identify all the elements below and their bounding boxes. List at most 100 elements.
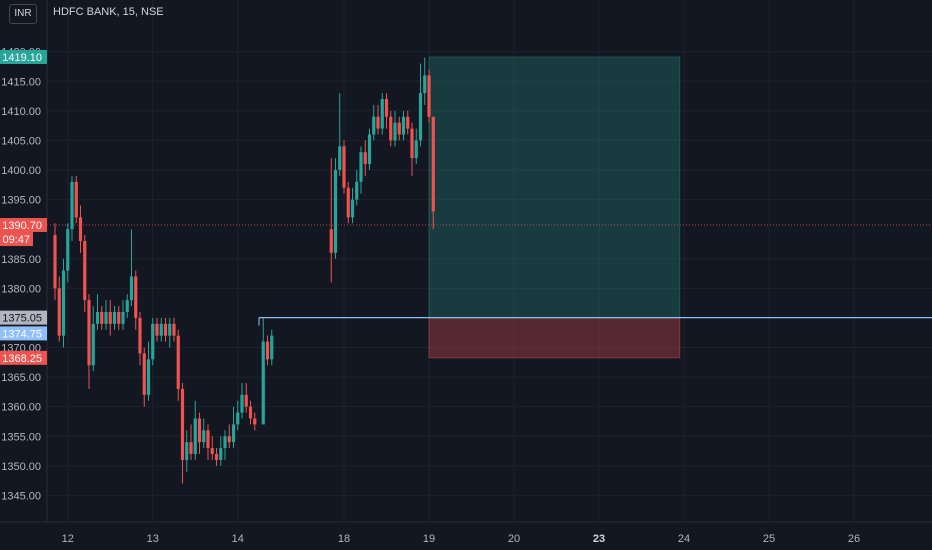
- candle-body: [61, 270, 66, 336]
- candle-body: [227, 436, 231, 443]
- candle-body: [372, 116, 376, 135]
- candle-body: [355, 181, 359, 200]
- price-label-badge: 1419.10: [0, 49, 47, 64]
- candle-body: [95, 312, 100, 324]
- candle-body: [265, 341, 270, 360]
- candle-body: [146, 359, 151, 395]
- price-label-bg: [0, 49, 47, 64]
- candle-body: [333, 170, 338, 253]
- candle-body: [142, 353, 146, 395]
- candle-body: [151, 323, 155, 360]
- x-tick-label: 13: [147, 533, 159, 545]
- x-tick-label: 14: [232, 533, 244, 545]
- price-label-text: 1419.10: [2, 52, 42, 64]
- candle-body: [91, 323, 95, 366]
- candle-body: [414, 140, 418, 159]
- price-label-text: 1374.75: [2, 328, 42, 340]
- x-tick-label: 19: [423, 533, 435, 545]
- price-label-text: 1375.05: [2, 313, 42, 325]
- candle-body: [350, 199, 355, 218]
- candle-body: [431, 116, 435, 212]
- candle-body: [121, 312, 125, 324]
- stop-zone: [428, 317, 681, 359]
- candle-body: [248, 406, 253, 419]
- candle-body: [329, 229, 333, 253]
- candle-body: [393, 122, 397, 141]
- candle-body: [83, 241, 87, 301]
- y-tick-label: 1405.00: [1, 135, 41, 147]
- candle-body: [180, 388, 185, 460]
- candle-body: [57, 288, 61, 336]
- candle-body: [376, 116, 380, 129]
- candle-body: [112, 312, 117, 324]
- countdown-bg: [0, 232, 33, 247]
- candle-body: [367, 134, 372, 165]
- candle-body: [240, 394, 244, 413]
- candle-body: [185, 442, 189, 460]
- x-tick-label: 18: [338, 533, 350, 545]
- y-tick-label: 1360.00: [1, 402, 41, 414]
- candle-body: [219, 448, 223, 460]
- candle-body: [172, 323, 176, 336]
- candle-body: [410, 128, 414, 159]
- candle-body: [223, 436, 227, 449]
- candle-body: [427, 75, 431, 117]
- y-tick-label: 1355.00: [1, 431, 41, 443]
- x-tick-label: 23: [593, 533, 605, 545]
- candle-body: [53, 235, 57, 289]
- price-label-badge: 1368.25: [0, 350, 47, 365]
- candle-body: [129, 276, 134, 301]
- candle-body: [66, 229, 70, 271]
- candle-body: [363, 152, 367, 165]
- candle-body: [346, 187, 350, 218]
- x-tick-label: 12: [62, 533, 74, 545]
- y-tick-label: 1345.00: [1, 490, 41, 502]
- price-label-bg: [0, 218, 47, 233]
- candle-body: [108, 312, 112, 324]
- candle-body: [418, 93, 423, 141]
- currency-badge[interactable]: INR: [9, 4, 37, 24]
- price-label-text: 1368.25: [2, 353, 42, 365]
- candle-body: [176, 335, 180, 389]
- candle-body: [138, 317, 142, 354]
- y-tick-label: 1385.00: [1, 254, 41, 266]
- price-label-bg: [0, 350, 47, 365]
- candle-body: [338, 146, 342, 170]
- y-tick-label: 1400.00: [1, 165, 41, 177]
- price-label-badge: 1375.05: [0, 310, 47, 325]
- candle-body: [197, 418, 202, 443]
- candle-body: [70, 181, 74, 230]
- y-tick-label: 1395.00: [1, 195, 41, 207]
- candle-body: [270, 335, 274, 360]
- y-tick-label: 1415.00: [1, 76, 41, 88]
- candle-body: [253, 418, 257, 425]
- candle-body: [206, 430, 210, 449]
- price-axis-panel: [0, 0, 47, 550]
- candle-body: [202, 430, 206, 443]
- price-label-badge: 1374.75: [0, 326, 47, 341]
- candle-body: [389, 116, 393, 141]
- candle-body: [342, 146, 346, 188]
- candle-body: [214, 454, 219, 460]
- candle-body: [189, 442, 193, 454]
- price-label-text: 1390.70: [2, 220, 42, 232]
- candle-body: [104, 312, 108, 324]
- y-tick-label: 1410.00: [1, 106, 41, 118]
- candle-body: [159, 323, 163, 336]
- y-tick-label: 1365.00: [1, 372, 41, 384]
- candle-body: [244, 394, 248, 407]
- time-axis-panel: [0, 522, 932, 550]
- symbol-title: HDFC BANK, 15, NSE: [53, 6, 164, 18]
- price-label-bg: [0, 310, 47, 325]
- candle-body: [384, 99, 389, 117]
- x-tick-label: 26: [848, 533, 860, 545]
- candle-body: [87, 300, 91, 366]
- candle-body: [100, 312, 104, 324]
- y-tick-label: 1380.00: [1, 283, 41, 295]
- candle-body: [168, 323, 172, 336]
- x-tick-label: 24: [678, 533, 690, 545]
- candle-body: [406, 116, 410, 129]
- candle-body: [231, 424, 236, 443]
